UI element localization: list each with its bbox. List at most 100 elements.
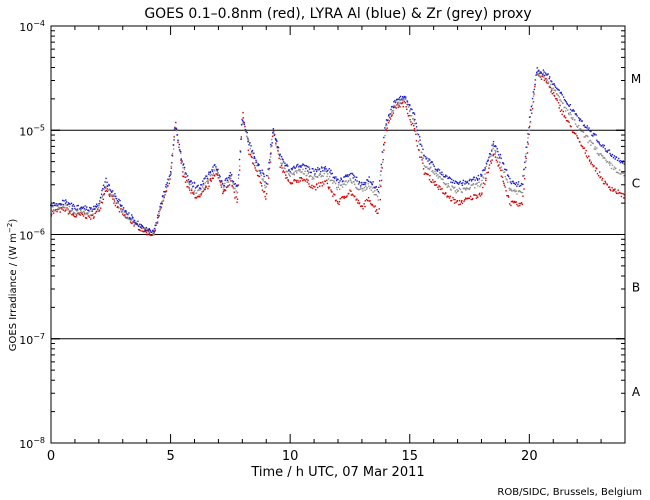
data-point-blue (385, 119, 388, 121)
data-point-blue (91, 210, 93, 212)
data-point-blue (106, 185, 109, 187)
data-point-red (258, 175, 261, 178)
data-point-blue (167, 178, 169, 181)
data-point-red (200, 194, 202, 196)
data-point-blue (497, 154, 500, 156)
data-point-red (495, 159, 498, 161)
data-point-blue (90, 208, 92, 210)
data-point-red (399, 106, 401, 108)
data-point-red (327, 186, 330, 188)
data-point-red (170, 167, 173, 169)
data-point-blue (394, 99, 396, 102)
data-point-blue (548, 77, 550, 80)
data-point-red (381, 167, 384, 169)
data-point-red (210, 180, 213, 182)
data-point-red (331, 191, 333, 193)
data-point-grey (374, 190, 376, 192)
data-point-blue (329, 171, 331, 173)
data-point-red (585, 155, 588, 157)
data-point-grey (143, 229, 146, 231)
data-point-blue (54, 204, 56, 207)
data-point-blue (560, 91, 562, 94)
data-point-red (161, 203, 164, 205)
data-point-grey (262, 180, 264, 182)
data-point-blue (543, 71, 545, 73)
data-point-grey (584, 136, 587, 138)
data-point-red (155, 224, 157, 226)
data-point-red (141, 227, 143, 229)
data-point-red (513, 201, 515, 204)
data-point-blue (440, 173, 443, 176)
data-point-blue (345, 175, 348, 177)
data-point-red (492, 155, 494, 157)
data-point-red (479, 195, 482, 197)
data-point-red (490, 162, 493, 164)
data-point-red (299, 177, 301, 179)
data-point-grey (72, 211, 75, 213)
data-point-red (314, 186, 316, 188)
data-point-red (167, 185, 169, 187)
data-point-grey (576, 126, 579, 128)
data-point-red (350, 194, 353, 196)
data-point-blue (553, 83, 555, 85)
data-point-blue (60, 203, 63, 205)
data-point-grey (336, 188, 338, 191)
data-point-grey (344, 180, 346, 183)
data-point-blue (401, 96, 404, 98)
data-point-blue (363, 181, 365, 184)
data-point-grey (596, 147, 598, 149)
data-point-red (78, 213, 81, 216)
data-point-blue (211, 169, 213, 171)
data-point-red (273, 130, 275, 132)
data-point-red (494, 156, 497, 158)
data-point-blue (438, 169, 441, 171)
data-point-blue (389, 113, 391, 115)
data-point-red (594, 170, 597, 172)
data-point-red (454, 198, 456, 201)
data-point-red (476, 194, 478, 197)
data-point-grey (228, 176, 231, 179)
data-point-red (394, 106, 396, 108)
data-point-blue (362, 183, 365, 186)
data-point-grey (187, 181, 189, 183)
data-point-grey (459, 188, 462, 191)
data-point-grey (304, 170, 306, 173)
flare-class-label: C (632, 176, 640, 190)
data-point-red (516, 203, 518, 206)
data-point-red (123, 214, 125, 217)
data-point-grey (543, 76, 545, 79)
data-point-grey (489, 155, 491, 158)
data-point-blue (507, 174, 509, 177)
data-point-red (505, 190, 507, 192)
data-point-grey (182, 167, 184, 169)
data-point-grey (504, 175, 506, 178)
data-point-red (285, 177, 287, 179)
data-point-blue (575, 113, 577, 115)
data-point-grey (153, 234, 155, 236)
data-point-grey (313, 174, 316, 177)
data-point-blue (337, 178, 339, 181)
data-point-blue (361, 183, 363, 186)
data-point-red (406, 112, 409, 115)
data-point-blue (231, 180, 234, 182)
data-point-red (418, 149, 420, 151)
data-point-blue (530, 105, 533, 108)
data-point-red (275, 142, 277, 144)
data-point-red (344, 196, 347, 199)
data-point-red (588, 155, 590, 157)
data-point-red (570, 125, 572, 128)
data-point-blue (102, 184, 105, 186)
data-point-blue (86, 206, 88, 208)
data-point-blue (599, 143, 601, 146)
data-point-blue (284, 164, 287, 167)
data-point-grey (300, 171, 302, 174)
data-point-blue (313, 170, 315, 172)
data-point-red (385, 128, 387, 131)
data-point-blue (602, 144, 604, 146)
data-point-grey (113, 198, 116, 201)
data-point-red (261, 189, 264, 191)
data-point-blue (327, 169, 329, 172)
data-point-blue (142, 225, 144, 228)
data-point-grey (197, 189, 200, 191)
data-point-grey (526, 146, 528, 148)
